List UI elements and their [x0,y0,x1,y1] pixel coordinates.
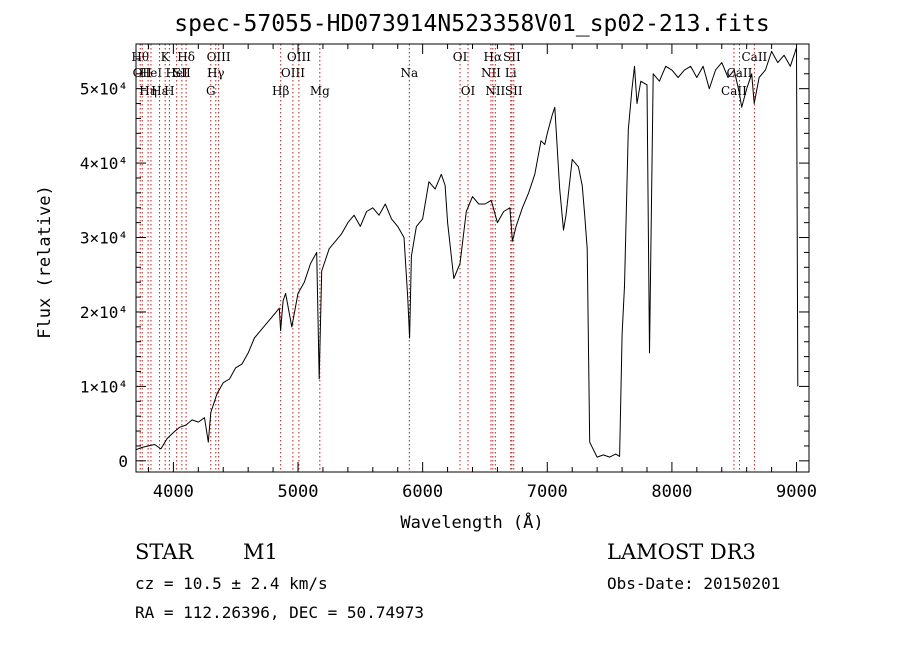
line-marker-label-20: NII [481,66,501,80]
x-tick-label-2: 6000 [402,482,443,502]
line-marker-label-12: OIII [207,50,231,64]
line-marker-label-15: OIII [287,50,311,64]
line-marker-label-13: Hβ [272,84,289,98]
line-marker-label-25: SII [505,84,523,98]
y-tick-label-4: 4×10⁴ [80,154,128,173]
line-marker-label-2: Hη [139,84,157,98]
line-marker-label-21: Hα [484,50,503,64]
line-marker-label-19: OI [461,84,476,98]
line-marker-label-24: SII [503,50,521,64]
line-marker-label-14: OIII [281,66,305,80]
line-marker-label-11: Hγ [207,66,225,80]
line-marker-label-0: Hθ [131,50,149,64]
spectral-line-markers: HθOIIHηHeIHεKHHeISIIHδGHγOIIIHβOIIIOIIIM… [131,44,768,472]
line-marker-label-16: Mg [310,84,330,98]
y-tick-label-2: 2×10⁴ [80,303,128,322]
line-marker-label-17: Na [400,66,418,80]
coordinates: RA = 112.26396, DEC = 50.74973 [135,603,424,622]
y-tick-label-0: 0 [118,452,128,471]
line-marker-label-23: Li [505,66,517,80]
line-marker-label-5: K [161,50,171,64]
y-tick-label-1: 1×10⁴ [80,377,128,396]
obs-date: Obs-Date: 20150201 [607,574,781,593]
y-tick-label-5: 5×10⁴ [80,80,128,99]
x-tick-label-1: 5000 [278,482,319,502]
object-class: STAR [135,540,194,564]
plot-frame [135,43,810,473]
line-marker-label-26: CaII [721,84,747,98]
line-marker-label-4: Hε [151,84,168,98]
x-tick-label-4: 8000 [651,482,692,502]
object-subclass: M1 [243,540,278,564]
y-axis-label: Flux (relative) [35,185,55,339]
line-marker-label-6: H [164,84,174,98]
line-marker-label-18: OI [453,50,468,64]
line-marker-label-10: G [206,84,216,98]
x-tick-label-5: 9000 [776,482,817,502]
line-marker-label-7: HeI [165,66,188,80]
line-marker-label-3: HeI [140,66,163,80]
chart-title: spec-57055-HD073914N523358V01_sp02-213.f… [174,11,769,37]
redshift-text: cz = 10.5 ± 2.4 km/s [135,574,328,593]
spectrum-series [135,47,799,458]
line-marker-label-8: SII [173,66,191,80]
line-marker-label-27: CaII [727,66,753,80]
x-tick-label-0: 4000 [153,482,194,502]
line-marker-label-22: NII [485,84,505,98]
x-axis-label: Wavelength (Å) [400,511,543,533]
axis-ticks: 4000 5000 6000 7000 8000 9000 0 1×10⁴ 2×10⁴ 3×10⁴… [80,43,817,502]
x-tick-label-3: 7000 [527,482,568,502]
survey-label: LAMOST DR3 [607,540,756,564]
spectrum-line [135,47,799,458]
line-marker-label-28: CaII [741,50,767,64]
line-marker-label-9: Hδ [177,50,195,64]
y-tick-label-3: 3×10⁴ [80,229,128,248]
line-marker-label-1: OII [133,66,153,80]
